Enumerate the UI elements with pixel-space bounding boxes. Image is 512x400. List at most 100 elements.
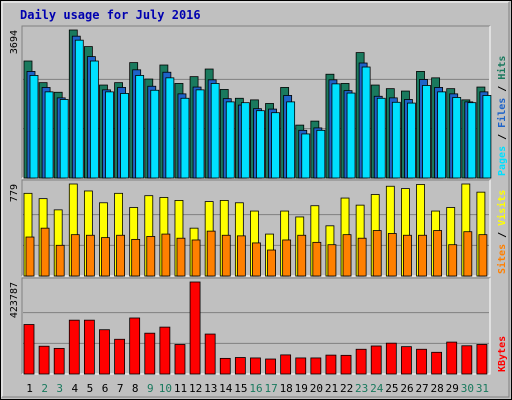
bar-kbytes-day-20 xyxy=(310,357,322,375)
bar-kbytes-day-25 xyxy=(385,342,397,375)
bar-sites-day-12 xyxy=(191,239,201,277)
bar-sites-day-31 xyxy=(478,234,488,277)
x-tick-label-day-1: 1 xyxy=(26,382,33,395)
x-tick-label-day-17: 17 xyxy=(264,382,277,395)
bar-kbytes-day-27 xyxy=(416,348,427,375)
bar-sites-day-16 xyxy=(252,242,261,277)
bar-sites-day-11 xyxy=(176,237,186,277)
series-legend-label: Sites / Visits xyxy=(496,190,508,274)
bar-kbytes-day-26 xyxy=(401,346,412,375)
bar-pages-day-19 xyxy=(301,133,311,179)
bar-sites-day-21 xyxy=(327,244,337,277)
panel-bevel-dark xyxy=(21,25,490,178)
bar-kbytes-day-1 xyxy=(23,324,35,375)
bar-kbytes-day-30 xyxy=(461,345,473,375)
bar-kbytes-day-28 xyxy=(431,351,443,375)
series-kbytes xyxy=(23,281,488,375)
x-tick-label-day-20: 20 xyxy=(310,382,323,395)
x-tick-label-day-11: 11 xyxy=(174,382,187,395)
legend-entry-kbytes: KBytes xyxy=(497,336,508,372)
bar-sites-day-1 xyxy=(25,236,35,277)
x-tick-label-day-14: 14 xyxy=(219,382,233,395)
bar-pages-day-9 xyxy=(150,89,160,179)
x-tick-label-day-5: 5 xyxy=(87,382,94,395)
bar-pages-day-23 xyxy=(361,66,371,179)
bar-kbytes-day-29 xyxy=(446,341,458,375)
chart-panels: 3694 Pages / Files / Hits 779 Sites / Visit… xyxy=(9,25,508,375)
x-tick-label-day-15: 15 xyxy=(234,382,247,395)
bar-pages-day-17 xyxy=(271,112,280,179)
legend-entry-visits: Visits xyxy=(496,190,508,226)
bar-kbytes-day-5 xyxy=(83,319,95,375)
x-tick-label-day-25: 25 xyxy=(385,382,398,395)
x-tick-label-day-19: 19 xyxy=(295,382,308,395)
series-legend-label: Pages / Files / Hits xyxy=(496,56,508,176)
bar-sites-day-26 xyxy=(403,234,412,277)
bar-kbytes-day-3 xyxy=(53,347,65,375)
bar-pages-day-3 xyxy=(59,99,69,179)
bar-pages-day-16 xyxy=(256,110,265,179)
bar-kbytes-day-7 xyxy=(114,338,125,375)
legend-entry-files: Files xyxy=(496,98,508,128)
bar-kbytes-day-4 xyxy=(68,319,80,375)
bar-pages-day-12 xyxy=(195,89,205,179)
series-pages xyxy=(29,39,492,179)
bar-sites-day-28 xyxy=(433,230,443,277)
bar-pages-day-27 xyxy=(422,85,431,179)
bar-sites-day-2 xyxy=(40,227,50,277)
bar-pages-day-11 xyxy=(180,97,190,179)
bar-sites-day-19 xyxy=(297,234,307,277)
x-tick-label-day-26: 26 xyxy=(400,382,413,395)
bar-pages-day-10 xyxy=(165,77,175,179)
legend-separator: / xyxy=(497,80,508,98)
bar-pages-day-14 xyxy=(225,101,235,179)
bar-pages-day-22 xyxy=(346,92,356,179)
legend-entry-pages: Pages xyxy=(497,146,508,176)
legend-entry-hits: Hits xyxy=(496,56,508,80)
x-tick-label-day-7: 7 xyxy=(117,382,124,395)
bar-kbytes-day-18 xyxy=(280,354,292,375)
bar-kbytes-day-14 xyxy=(219,357,231,375)
x-tick-label-day-9: 9 xyxy=(147,382,154,395)
bar-pages-day-6 xyxy=(105,91,114,179)
x-tick-label-day-16: 16 xyxy=(249,382,262,395)
bar-sites-day-14 xyxy=(221,234,231,277)
bar-kbytes-day-31 xyxy=(476,344,488,375)
legend-entry-sites: Sites xyxy=(496,244,508,274)
bar-kbytes-day-23 xyxy=(355,348,367,375)
bar-pages-day-20 xyxy=(316,129,326,179)
bar-kbytes-day-10 xyxy=(159,326,171,375)
panel-kbytes: 423787 KBytes xyxy=(9,277,508,375)
series-sites xyxy=(25,227,488,277)
bar-kbytes-day-24 xyxy=(370,345,382,375)
x-tick-label-day-3: 3 xyxy=(56,382,63,395)
bar-sites-day-29 xyxy=(448,244,458,277)
bar-sites-day-6 xyxy=(101,237,110,277)
bar-sites-day-3 xyxy=(55,244,65,277)
bar-pages-day-5 xyxy=(89,60,99,179)
bar-pages-day-21 xyxy=(331,83,341,179)
x-tick-label-day-27: 27 xyxy=(415,382,428,395)
bar-sites-day-18 xyxy=(282,239,292,277)
bar-pages-day-29 xyxy=(452,97,462,179)
bar-kbytes-day-12 xyxy=(189,281,201,375)
panel-bevel-dark xyxy=(21,277,490,374)
bar-sites-day-8 xyxy=(131,238,141,277)
bar-sites-day-24 xyxy=(372,230,382,277)
legend-separator: / xyxy=(497,128,508,146)
panel-visits-sites: 779 Sites / Visits xyxy=(9,179,508,277)
chart-title: Daily usage for July 2016 xyxy=(20,8,201,22)
bar-pages-day-31 xyxy=(482,95,492,179)
x-tick-label-day-24: 24 xyxy=(370,382,384,395)
bar-sites-day-4 xyxy=(70,234,80,277)
x-tick-label-day-28: 28 xyxy=(431,382,444,395)
bar-sites-day-20 xyxy=(312,241,322,277)
x-tick-label-day-6: 6 xyxy=(102,382,109,395)
bar-pages-day-15 xyxy=(240,102,250,179)
series-legend-label: KBytes xyxy=(497,336,508,372)
bar-kbytes-day-19 xyxy=(295,357,307,375)
bar-pages-day-25 xyxy=(391,101,401,179)
bar-pages-day-1 xyxy=(29,75,39,179)
